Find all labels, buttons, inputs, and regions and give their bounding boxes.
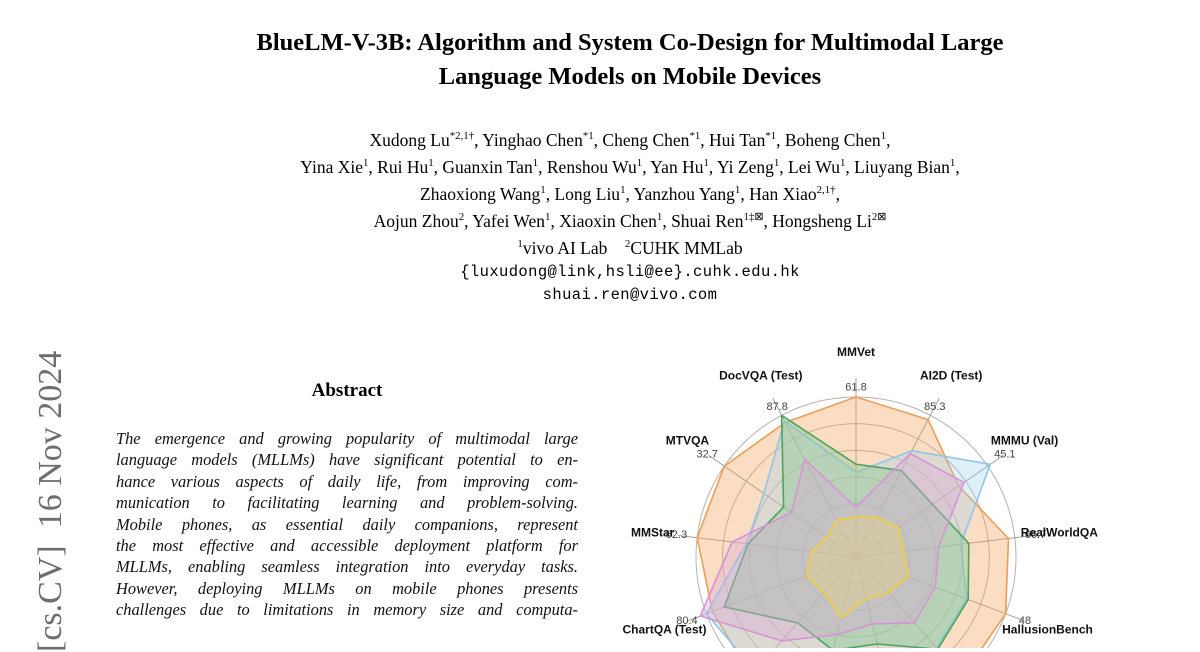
author-superscript: 1 bbox=[636, 157, 643, 170]
author-superscript: 1 bbox=[880, 130, 887, 143]
green-series bbox=[723, 414, 970, 648]
affiliation-line: 1vivo AI Lab 2CUHK MMLab bbox=[110, 235, 1150, 261]
paper-title: BlueLM-V-3B: Algorithm and System Co-Des… bbox=[130, 26, 1130, 94]
axis-spoke bbox=[688, 556, 857, 621]
axis-spoke bbox=[708, 454, 857, 558]
author-superscript: *1 bbox=[689, 130, 701, 143]
abstract-line: The emergence and growing popularity of … bbox=[116, 429, 578, 448]
skyblue-series bbox=[705, 420, 992, 648]
orange-series bbox=[696, 396, 1010, 648]
violet-series bbox=[699, 452, 965, 642]
axis-value-label: 48 bbox=[1019, 615, 1031, 627]
author-superscript: 1 bbox=[517, 238, 523, 251]
author-lines: Xudong Lu*2,1†, Yinghao Chen*1, Cheng Ch… bbox=[110, 127, 1150, 235]
author-line-1: Xudong Lu*2,1†, Yinghao Chen*1, Cheng Ch… bbox=[369, 130, 891, 150]
axis-spoke bbox=[855, 556, 938, 648]
axis-value-label: 45.1 bbox=[994, 448, 1015, 460]
author-superscript: 1‡⊠ bbox=[743, 211, 764, 224]
abstract-line: However, deploying MLLMs on mobile phone… bbox=[116, 578, 578, 598]
axis-spoke bbox=[833, 556, 857, 648]
axis-name-label: AI2D (Test) bbox=[920, 369, 982, 383]
axis-spoke bbox=[855, 454, 1004, 558]
axis-spoke bbox=[855, 534, 1034, 558]
author-line-3: Zhaoxiong Wang1, Long Liu1, Yanzhou Yang… bbox=[420, 184, 840, 204]
axis-spoke bbox=[855, 556, 1024, 621]
email-line-1: {luxudong@link,hsli@ee}.cuhk.edu.hk bbox=[460, 263, 800, 281]
author-superscript: 1 bbox=[545, 211, 551, 224]
author-superscript: 1 bbox=[620, 184, 626, 197]
author-superscript: 2 bbox=[458, 211, 465, 224]
author-superscript: 2⊠ bbox=[871, 211, 887, 224]
axis-spoke bbox=[678, 534, 857, 558]
author-superscript: 1 bbox=[949, 157, 956, 170]
author-superscript: 2,1† bbox=[816, 184, 836, 197]
paper-title-line1: BlueLM-V-3B: Algorithm and System Co-Des… bbox=[256, 29, 1004, 56]
author-superscript: *2,1† bbox=[449, 130, 475, 143]
axis-value-label: 32.7 bbox=[696, 448, 717, 460]
radar-chart-figure: 61.8 MMVet 85.3 AI2D (Test) 45.1 MMMU (Val) 66… bbox=[600, 330, 1200, 648]
abstract-line: Mobile phones, as essential daily compan… bbox=[116, 514, 578, 534]
abstract-line: munication to facilitating learning and … bbox=[116, 493, 578, 513]
email-line-2: shuai.ren@vivo.com bbox=[542, 286, 718, 304]
author-superscript: 1 bbox=[540, 184, 546, 197]
author-superscript: 1 bbox=[703, 157, 709, 170]
author-line-2: Yina Xie1, Rui Hu1, Guanxin Tan1, Rensho… bbox=[300, 157, 960, 177]
affiliation-text: 1vivo AI Lab 2CUHK MMLab bbox=[517, 238, 743, 258]
yellow-series bbox=[805, 516, 910, 619]
abstract-line: the most effective and accessible deploy… bbox=[116, 536, 578, 556]
axis-value-label: 62.3 bbox=[666, 529, 687, 541]
axis-name-label: DocVQA (Test) bbox=[719, 369, 802, 383]
axis-name-label: HallusionBench bbox=[1002, 623, 1093, 637]
author-superscript: 1 bbox=[839, 157, 846, 170]
author-superscript: 1 bbox=[773, 157, 780, 170]
author-line-4: Aojun Zhou2, Yafei Wen1, Xiaoxin Chen1, … bbox=[373, 211, 887, 231]
author-superscript: 1 bbox=[532, 157, 539, 170]
author-superscript: *1 bbox=[765, 130, 777, 143]
author-superscript: 1 bbox=[362, 157, 369, 170]
author-superscript: 1 bbox=[428, 157, 434, 170]
axis-spoke bbox=[774, 556, 857, 648]
abstract-heading: Abstract bbox=[311, 380, 383, 401]
paper-title-line2: Language Models on Mobile Devices bbox=[438, 63, 822, 90]
axis-name-label: MMStar bbox=[631, 525, 675, 539]
axis-value-label: 85.3 bbox=[924, 401, 945, 413]
axis-value-label: 87.8 bbox=[766, 401, 787, 413]
axis-name-label: MMVet bbox=[837, 345, 875, 359]
abstract-line: challenges due to limitations in memory … bbox=[116, 600, 578, 620]
arxiv-stamp: [cs.CV] 16 Nov 2024 bbox=[32, 350, 69, 652]
abstract-line: language models (MLLMs) have significant… bbox=[116, 450, 578, 470]
abstract-line: MLLMs, enabling seamless integration int… bbox=[116, 557, 578, 577]
axis-spoke bbox=[772, 398, 857, 558]
axis-name-label: RealWorldQA bbox=[1021, 525, 1098, 539]
axis-spoke bbox=[855, 398, 940, 558]
author-superscript: 1 bbox=[656, 211, 663, 224]
axis-value-label: 80.4 bbox=[676, 615, 697, 627]
axis-value-label: 61.8 bbox=[845, 381, 866, 393]
axis-name-label: MTVQA bbox=[666, 434, 710, 448]
author-superscript: *1 bbox=[582, 130, 594, 143]
axis-name-label: MMMU (Val) bbox=[991, 434, 1058, 448]
authors-block: Xudong Lu*2,1†, Yinghao Chen*1, Cheng Ch… bbox=[110, 127, 1150, 307]
abstract-line: hance various aspects of daily life, fro… bbox=[116, 471, 578, 491]
axis-name-label: ChartQA (Test) bbox=[623, 623, 707, 637]
abstract-section: Abstract The emergence and growing popul… bbox=[116, 380, 578, 621]
author-superscript: 1 bbox=[734, 184, 741, 197]
axis-value-label: 66.7 bbox=[1025, 529, 1046, 541]
abstract-text: The emergence and growing popularity of … bbox=[116, 428, 578, 621]
author-superscript: 2 bbox=[624, 238, 631, 251]
